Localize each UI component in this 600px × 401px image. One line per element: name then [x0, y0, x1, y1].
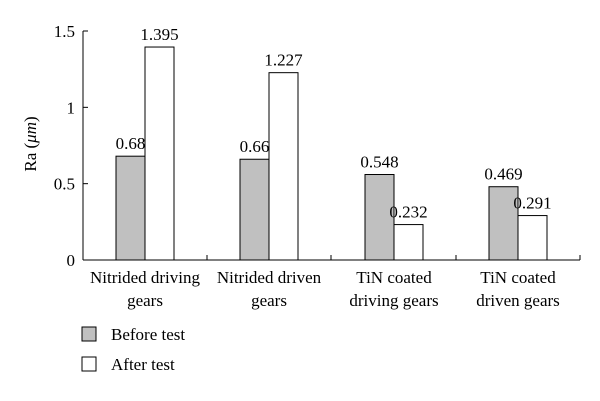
x-category-label: gears — [127, 291, 163, 310]
legend-swatch — [81, 326, 97, 342]
y-tick-label: 0 — [67, 251, 76, 270]
bar-after-test — [268, 72, 299, 261]
bar-before-test — [364, 174, 395, 261]
x-category-label: driven gears — [476, 291, 560, 310]
bar-value-label: 1.395 — [140, 25, 178, 44]
x-category-label: Nitrided driven — [217, 268, 322, 287]
x-category-label: gears — [251, 291, 287, 310]
x-category-label: Nitrided driving — [90, 268, 201, 287]
y-tick-label: 1.5 — [54, 22, 75, 41]
legend-label: After test — [111, 355, 175, 374]
bar-value-label: 0.66 — [240, 137, 270, 156]
bar-after-test — [517, 215, 548, 261]
x-category-label: driving gears — [349, 291, 438, 310]
y-axis-title: Ra (μm) — [21, 116, 40, 171]
bar-before-test — [115, 155, 146, 261]
bar-after-test — [393, 224, 424, 261]
legend-swatch — [81, 356, 97, 372]
x-category-label: TiN coated — [356, 268, 432, 287]
bar-before-test — [488, 186, 519, 261]
legend: Before test After test — [81, 325, 185, 374]
x-category-label: TiN coated — [480, 268, 556, 287]
y-tick-label: 1 — [67, 98, 76, 117]
bar-value-label: 0.291 — [513, 194, 551, 213]
y-tick-label: 0.5 — [54, 175, 75, 194]
bar-value-label: 0.469 — [484, 165, 522, 184]
bar-before-test — [239, 158, 270, 261]
legend-label: Before test — [111, 325, 185, 344]
bar-after-test — [144, 46, 175, 261]
bar-value-label: 1.227 — [264, 51, 303, 70]
plot-area: 0 0.5 1 1.5 0.68 0.66 0.548 0.469 1.395 1.227 0.23… — [54, 22, 581, 310]
bar-value-label: 0.548 — [360, 153, 398, 172]
bar-value-label: 0.68 — [116, 134, 146, 153]
bar-value-label: 0.232 — [389, 203, 427, 222]
